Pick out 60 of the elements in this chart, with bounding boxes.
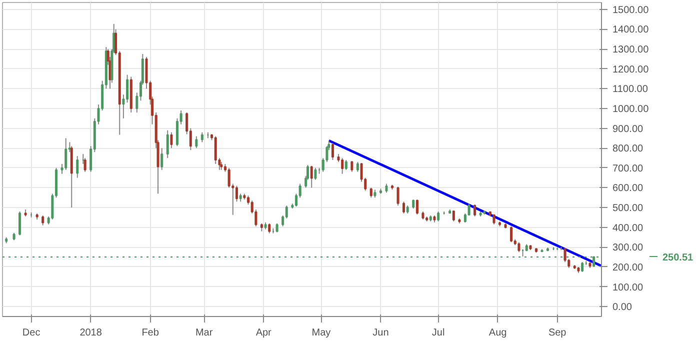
y-tick-label: 400.00 (612, 222, 644, 234)
candlestick (356, 161, 359, 172)
y-tick-label: 1500.00 (612, 4, 650, 16)
candlestick (228, 167, 230, 188)
y-tick-label: 900.00 (612, 124, 644, 135)
candlestick (341, 158, 344, 174)
x-tick-label: Sep (548, 328, 567, 338)
candlestick (452, 210, 455, 222)
y-tick-label: 700.00 (612, 163, 644, 174)
y-tick-label: 1300.00 (612, 44, 650, 56)
y-tick-label: 1200.00 (612, 64, 650, 76)
candlestick (235, 185, 238, 202)
candlestick (42, 214, 44, 226)
candlestick (314, 167, 317, 180)
candlestick (416, 199, 418, 215)
y-tick-label: 1100.00 (612, 84, 648, 96)
candlestick (510, 226, 513, 243)
x-tick-label: Aug (488, 328, 507, 338)
candlestick (268, 222, 271, 234)
x-tick-label: Mar (195, 328, 214, 338)
candlestick (195, 136, 198, 149)
y-tick-label: 1000.00 (612, 104, 650, 115)
x-tick-label: Dec (22, 328, 40, 338)
candlestick (350, 160, 354, 172)
y-tick-label: 300.00 (612, 242, 644, 254)
y-tick-label: 1400.00 (612, 24, 650, 36)
candlestick (437, 211, 440, 222)
candlestick (518, 242, 520, 253)
candlestick (474, 204, 476, 217)
y-tick-label: 100.00 (612, 282, 644, 294)
candlestick (581, 262, 584, 272)
candlestick (200, 132, 204, 143)
candlestick (170, 132, 173, 149)
candlestick (344, 159, 348, 170)
x-tick-label: Jul (432, 328, 445, 338)
y-tick-label: 600.00 (612, 183, 644, 194)
candlestick (331, 142, 334, 160)
y-tick-label: 200.00 (612, 262, 644, 274)
y-tick-label: 800.00 (612, 144, 644, 155)
candlestick (370, 187, 372, 198)
candlestick (160, 148, 164, 170)
candlestick (166, 130, 169, 159)
candlestick (126, 74, 129, 104)
candlestick (564, 248, 566, 263)
candlestick (76, 156, 79, 178)
x-tick-label: Apr (256, 328, 272, 338)
candlestick (84, 158, 86, 172)
y-tick-label: 500.00 (612, 203, 644, 214)
candlestick (396, 186, 400, 206)
ref-line-label: 250.51 (662, 252, 694, 264)
candlestick (64, 138, 68, 170)
candlestick (18, 211, 22, 236)
x-tick-label: Feb (142, 328, 160, 338)
x-tick-label: Jun (372, 328, 389, 338)
candlestick (214, 136, 217, 164)
candlestick (310, 165, 313, 188)
x-tick-label: May (312, 328, 331, 338)
x-tick-label: 2018 (80, 328, 102, 338)
candlestick (402, 201, 406, 214)
y-tick-label: 0.00 (612, 302, 632, 314)
